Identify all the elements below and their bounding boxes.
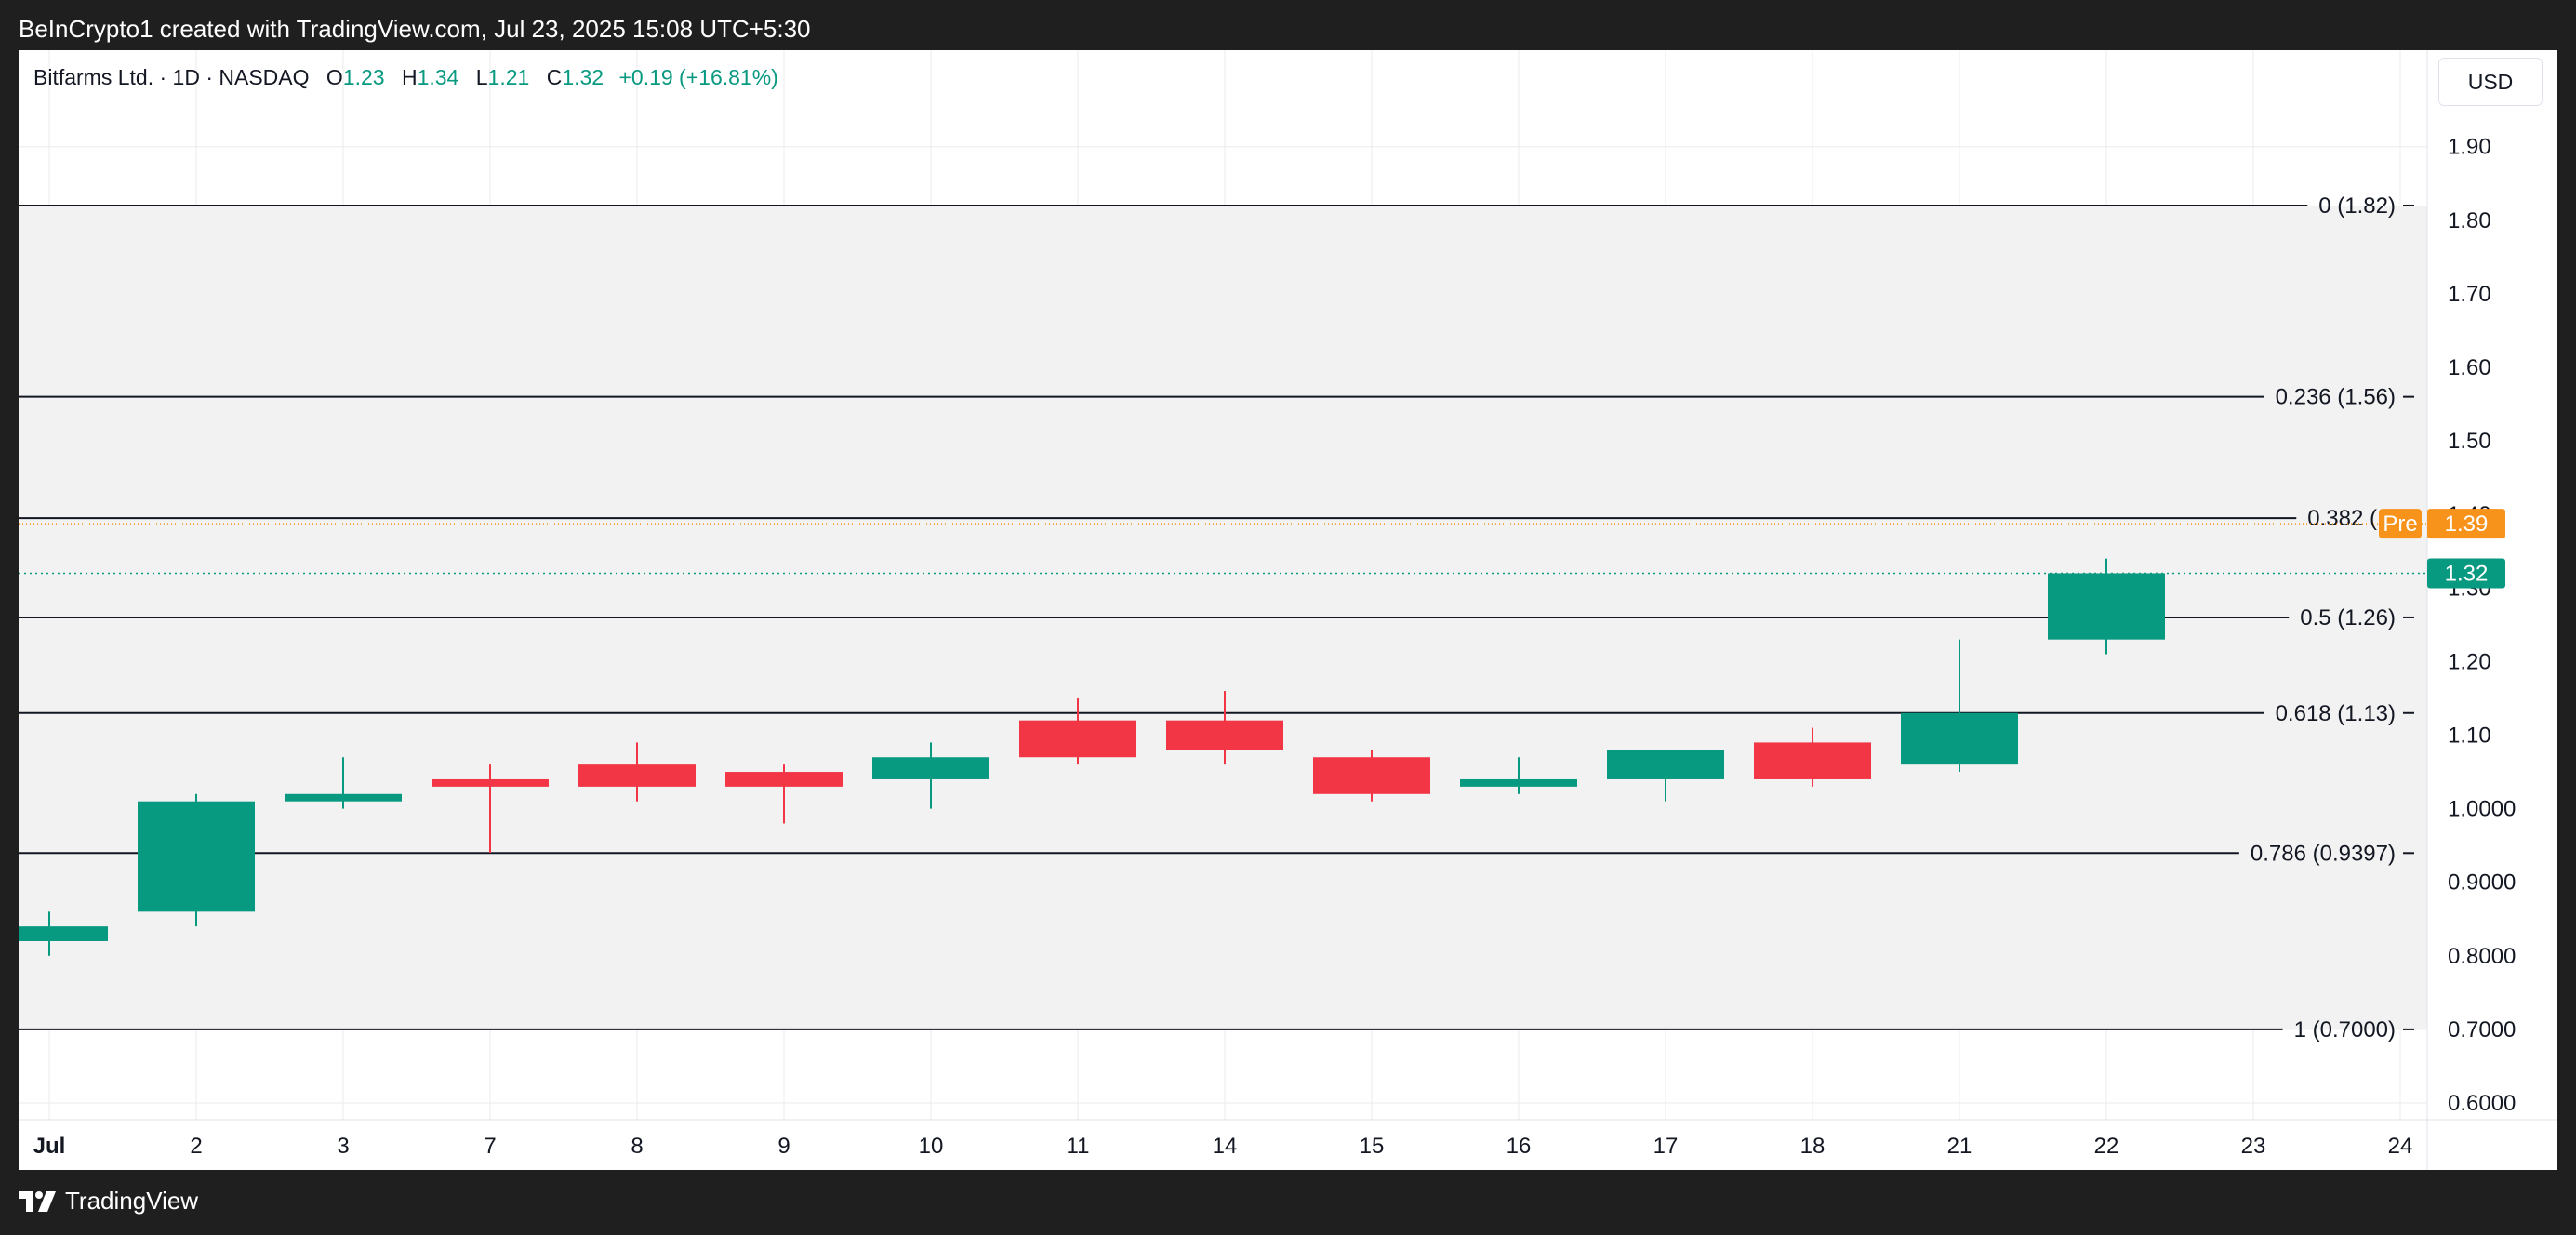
x-tick-label: 3: [337, 1134, 349, 1159]
y-tick-label: 1.90: [2448, 135, 2491, 160]
last-price-tag: [2427, 558, 2505, 589]
candle-body: [138, 801, 255, 912]
x-tick-label: 14: [1213, 1134, 1238, 1159]
candle-body: [285, 793, 402, 802]
x-tick-label: 9: [777, 1134, 790, 1159]
high-label: H: [401, 65, 418, 89]
x-tick-label: 7: [484, 1134, 496, 1159]
x-tick-label: 15: [1360, 1134, 1385, 1159]
x-tick-label: Jul: [33, 1134, 66, 1159]
candle-body: [19, 926, 108, 941]
y-tick-label: 1.10: [2448, 724, 2491, 749]
pre-label-tag: [2379, 509, 2422, 539]
y-tick-label: 1.60: [2448, 355, 2491, 380]
fib-level-label: 0.236 (1.56): [2276, 385, 2396, 410]
watermark-text: BeInCrypto1 created with TradingView.com…: [19, 15, 811, 43]
pre-price-value: 1.39: [2445, 511, 2489, 537]
candle-body: [1901, 712, 2018, 765]
tradingview-brand: TradingView: [65, 1187, 199, 1215]
x-tick-label: 2: [190, 1134, 202, 1159]
x-tick-label: 18: [1800, 1134, 1826, 1159]
pre-label-text: Pre: [2383, 511, 2417, 537]
y-tick-label: 0.9000: [2448, 870, 2516, 896]
x-tick-label: 21: [1947, 1134, 1972, 1159]
open-label: O: [325, 65, 343, 89]
candle-body: [432, 778, 549, 787]
change-value: +0.19 (+16.81%): [618, 65, 778, 89]
chart-panel[interactable]: 0 (1.82) 0.236 (1.56) 0.382 (1. 0.5 (1.26) 0…: [19, 50, 2557, 1170]
y-tick-label: 1.0000: [2448, 797, 2516, 822]
candle-body: [1754, 742, 1871, 779]
fib-level-label: 0.786 (0.9397): [2251, 841, 2396, 866]
x-tick-label: 23: [2241, 1134, 2266, 1159]
candlestick-chart[interactable]: 0 (1.82)0.236 (1.56)0.382 (1.0.5 (1.26)0…: [19, 50, 2557, 1170]
low-value: 1.21: [487, 65, 530, 89]
y-tick-label: 1.20: [2448, 649, 2491, 674]
x-tick-label: 16: [1507, 1134, 1532, 1159]
y-tick-label: 1.50: [2448, 429, 2491, 454]
candle-body: [725, 772, 843, 787]
x-tick-label: 10: [919, 1134, 944, 1159]
candle-body: [1607, 750, 1724, 779]
high-value: 1.34: [417, 65, 459, 89]
last-price-value: 1.32: [2445, 561, 2489, 586]
fib-level-label: 1 (0.7000): [2294, 1017, 2396, 1042]
y-tick-label: 0.7000: [2448, 1017, 2516, 1042]
close-value: 1.32: [562, 65, 604, 89]
candles: [19, 558, 2165, 956]
candle-body: [2048, 573, 2165, 640]
tradingview-logo[interactable]: TradingView: [19, 1187, 198, 1215]
candle-body: [1313, 757, 1430, 794]
candle-body: [1460, 778, 1577, 787]
symbol-legend: Bitfarms Ltd. · 1D · NASDAQ O1.23 H1.34 …: [33, 65, 778, 90]
y-tick-label: 0.6000: [2448, 1091, 2516, 1116]
x-tick-label: 8: [631, 1134, 643, 1159]
candle-body: [1166, 720, 1283, 750]
close-label: C: [546, 65, 563, 89]
price-tags: Pre 1.39 1.32: [19, 509, 2505, 589]
footer-bar: TradingView: [0, 1170, 2576, 1235]
fib-level-label: 0 (1.82): [2318, 193, 2396, 219]
candle-body: [1019, 720, 1136, 758]
watermark-bar: BeInCrypto1 created with TradingView.com…: [0, 0, 2576, 50]
fib-level-label: 0.618 (1.13): [2276, 701, 2396, 726]
low-label: L: [475, 65, 488, 89]
open-value: 1.23: [342, 65, 385, 89]
y-tick-label: 0.8000: [2448, 944, 2516, 969]
x-tick-label: 11: [1067, 1134, 1090, 1159]
pre-price-tag: [2427, 509, 2505, 539]
candle-body: [872, 757, 989, 779]
tradingview-logo-icon: [19, 1190, 56, 1212]
y-tick-label: 1.80: [2448, 208, 2491, 233]
currency-button[interactable]: USD: [2438, 58, 2543, 106]
x-tick-label: 17: [1653, 1134, 1679, 1159]
symbol-name: Bitfarms Ltd. · 1D · NASDAQ: [33, 65, 310, 89]
fib-level-label: 0.5 (1.26): [2300, 605, 2396, 631]
x-tick-label: 22: [2094, 1134, 2119, 1159]
candle-body: [578, 764, 696, 787]
x-tick-label: 24: [2388, 1134, 2413, 1159]
y-tick-label: 1.70: [2448, 282, 2491, 307]
